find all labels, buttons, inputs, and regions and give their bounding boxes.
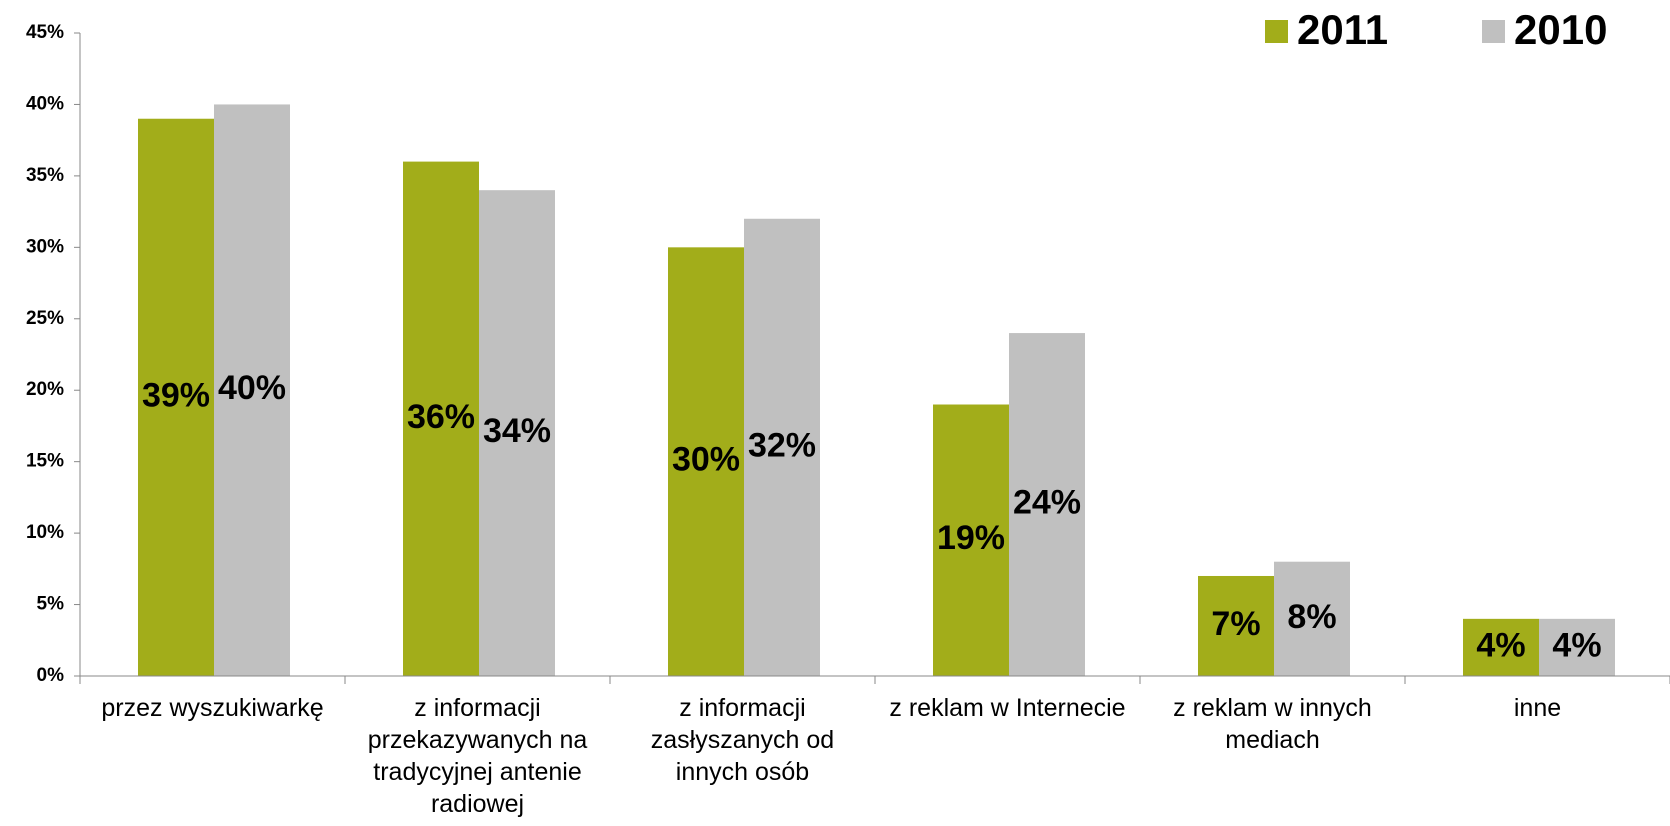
data-label: 19% [937,519,1005,557]
y-tick-label: 15% [26,451,64,472]
y-tick-label: 35% [26,165,64,186]
data-label: 30% [672,441,740,479]
bar [1463,618,1539,676]
y-tick-label: 25% [26,308,64,329]
bar [214,104,290,676]
y-tick-label: 5% [37,594,65,615]
x-tick-label: z reklam w innych mediach [1173,694,1372,754]
bar [744,218,820,676]
x-tick-label: inne [1513,694,1562,722]
data-label: 40% [218,369,286,407]
x-tick-label: z informacji zasłyszanych od innych osób [650,694,835,786]
y-tick-label: 20% [26,379,64,400]
data-label: 4% [1552,626,1601,664]
data-label: 34% [483,412,551,450]
bar [1539,618,1615,676]
data-label: 4% [1476,626,1525,664]
bar [403,161,479,677]
y-tick-label: 40% [26,93,64,114]
data-label: 24% [1013,484,1081,522]
bar [479,190,555,676]
data-label: 36% [407,398,475,436]
legend-swatch [1482,20,1505,43]
y-tick-label: 0% [37,665,65,686]
x-tick-label: przez wyszukiwarkę [101,694,324,722]
legend-swatch [1265,20,1288,43]
data-label: 7% [1211,605,1260,643]
x-tick-label: z informacji przekazywanych na tradycyjn… [367,694,588,818]
y-tick-label: 45% [26,22,64,43]
bar [668,247,744,677]
data-label: 32% [748,426,816,464]
legend-label: 2011 [1297,6,1388,53]
bar [1198,575,1274,676]
y-tick-label: 30% [26,236,64,257]
bar [138,118,214,676]
bar [1009,333,1085,676]
data-label: 8% [1287,598,1336,636]
bar [1274,561,1350,676]
x-tick-label: z reklam w Internecie [889,694,1126,722]
y-tick-label: 10% [26,522,64,543]
data-label: 39% [142,376,210,414]
bar [933,404,1009,676]
legend-label: 2010 [1514,6,1607,53]
